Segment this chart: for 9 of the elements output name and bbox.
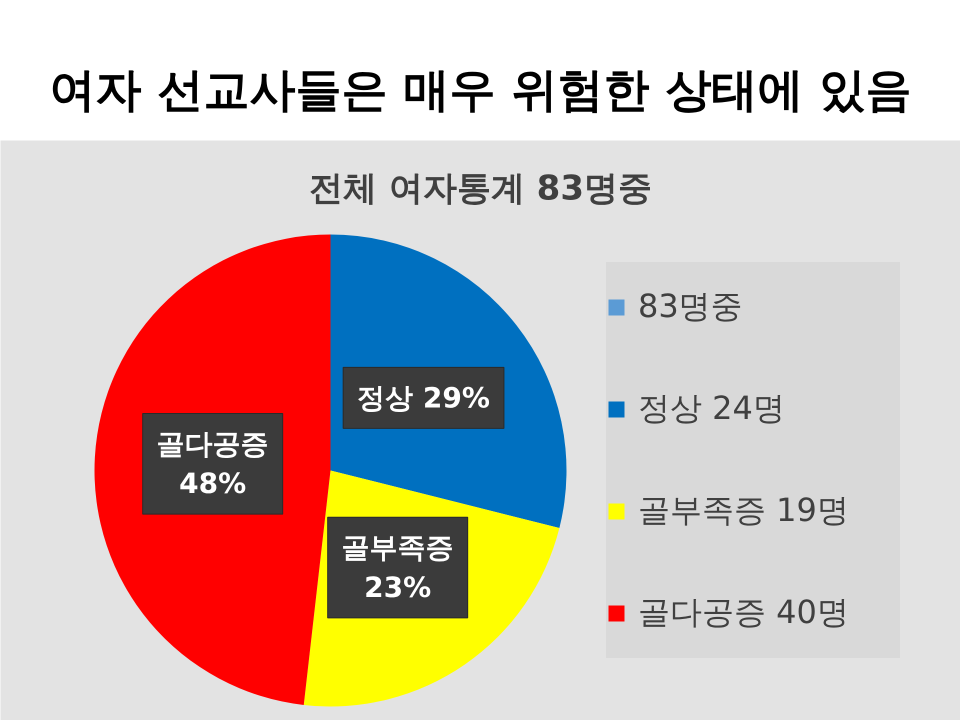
legend-label: 골부족증 19명 (638, 490, 850, 531)
data-label: 골부족증 23% (342, 531, 454, 604)
legend-label: 정상 24명 (638, 388, 786, 429)
data-label: 골다공증 48% (156, 428, 269, 500)
legend-label: 골다공증 40명 (638, 592, 850, 633)
chart-subtitle: 전체 여자통계 83명중 (309, 168, 652, 208)
legend-label: 83명중 (638, 286, 744, 327)
data-label: 정상 29% (357, 381, 490, 414)
chart-title: 여자 선교사들은 매우 위험한 상태에 있음 (49, 62, 912, 116)
